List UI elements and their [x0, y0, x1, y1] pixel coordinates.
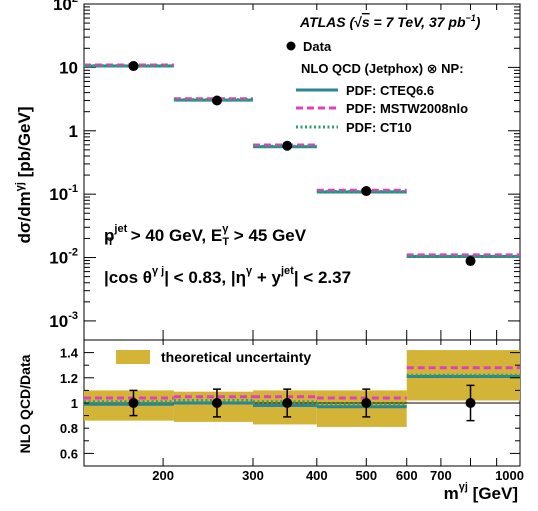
kinematic-cut-angle-rapidity: |cos θγ j| < 0.83, |ηγ + yjet| < 2.37	[104, 265, 351, 287]
ratio-data-point	[282, 398, 293, 408]
ratio-axis-ticks	[84, 340, 521, 466]
legend-ct10-label: PDF: CT10	[346, 120, 412, 135]
main-y-tick-base: 10	[49, 185, 68, 204]
main-y-tick-base: 10	[59, 58, 78, 77]
ratio-y-tick-labels: 0.6 0.8 1 1.2 1.4	[60, 346, 79, 462]
main-y-tick-label: 102	[53, 0, 78, 14]
band-legend-label: theoretical uncertainty	[161, 349, 311, 365]
uncertainty-band-bin	[316, 390, 407, 427]
kinematic-cut-pt-et: pjet T > 40 GeV, Eγ T > 45 GeV	[104, 223, 307, 248]
data-point	[282, 140, 293, 151]
ratio-x-tick-label: 500	[355, 468, 377, 483]
data-point	[211, 95, 222, 106]
legend-theory-header: NLO QCD (Jetphox) ⊗ NP:	[301, 61, 464, 76]
legend-cteq-label: PDF: CTEQ6.6	[346, 83, 434, 98]
ratio-x-tick-label: 200	[152, 468, 174, 483]
legend-mstw-label: PDF: MSTW2008nlo	[346, 101, 468, 116]
main-y-tick-base: 1	[69, 122, 78, 141]
data-point	[128, 61, 139, 72]
main-y-axis-label: dσ/dmγj [pb/GeV]	[14, 107, 34, 244]
main-data-points	[128, 61, 476, 267]
ratio-y-tick-label: 0.6	[60, 446, 78, 461]
ratio-x-tick-label: 700	[430, 468, 452, 483]
main-y-tick-exponent: -1	[68, 183, 78, 195]
main-y-tick-label: 10-1	[49, 183, 78, 204]
ratio-y-axis-label: NLO QCD/Data	[17, 354, 33, 453]
main-panel-frame	[83, 3, 521, 341]
main-y-tick-base: 10	[49, 249, 68, 268]
ratio-y-tick-label: 1	[71, 396, 78, 411]
main-y-tick-base: 10	[53, 0, 72, 14]
ratio-x-tick-label: 600	[396, 468, 418, 483]
ratio-y-tick-label: 1.2	[60, 371, 78, 386]
ratio-data-point	[465, 398, 476, 408]
main-axis-ticks	[84, 3, 521, 340]
main-y-tick-label: 10-2	[49, 247, 78, 268]
main-y-tick-label: 1	[69, 122, 78, 141]
main-y-tick-exponent: -3	[68, 310, 78, 322]
legend-data-label: Data	[303, 39, 332, 54]
ratio-y-tick-label: 0.8	[60, 421, 78, 436]
legend-data-marker	[286, 41, 296, 51]
ratio-x-tick-labels: 200 300 400 500 600 700 1000	[152, 468, 524, 483]
data-point	[361, 186, 372, 197]
main-y-tick-labels: 10210110-110-210-3	[49, 0, 78, 331]
main-legend: Data NLO QCD (Jetphox) ⊗ NP: PDF: CTEQ6.…	[286, 39, 468, 135]
ratio-data-point	[211, 398, 222, 408]
ratio-x-tick-label: 1000	[495, 468, 524, 483]
main-y-tick-label: 10	[59, 58, 78, 77]
main-y-tick-exponent: 2	[72, 0, 78, 5]
ratio-data-points	[128, 384, 476, 422]
sqrt-symbol: √	[354, 14, 362, 30]
ratio-data-point	[361, 398, 372, 408]
main-y-tick-label: 10-3	[49, 310, 78, 331]
ratio-x-tick-label: 400	[306, 468, 328, 483]
data-point	[465, 256, 476, 267]
atlas-header: ATLAS (√s = 7 TeV, 37 pb−1)	[299, 13, 481, 30]
ratio-data-point	[128, 398, 139, 408]
band-legend-swatch	[116, 350, 150, 364]
ratio-y-tick-label: 1.4	[60, 346, 79, 361]
ratio-x-tick-label: 300	[242, 468, 264, 483]
x-axis-label: mγj [GeV]	[444, 481, 518, 503]
main-y-tick-base: 10	[49, 312, 68, 331]
main-y-tick-exponent: -2	[68, 247, 78, 259]
